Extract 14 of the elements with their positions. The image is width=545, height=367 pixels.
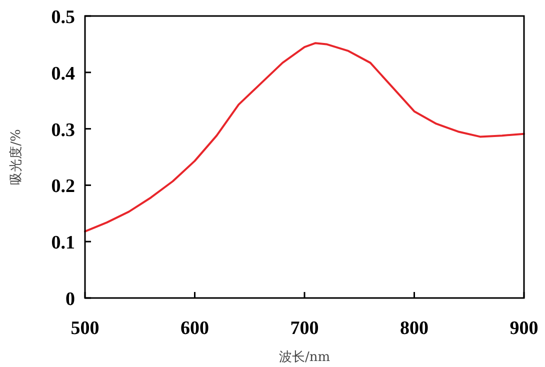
x-tick-label: 900 [510, 318, 538, 339]
line-series [84, 42, 525, 232]
y-axis-title: 吸光度/% [8, 129, 24, 185]
y-tick-label: 0.4 [51, 63, 76, 84]
x-axis-title: 波长/nm [278, 350, 330, 365]
x-tick-label: 500 [70, 318, 100, 339]
y-tick-label: 0 [66, 289, 75, 310]
x-tick-label: 700 [290, 318, 319, 339]
y-tick-label: 0.1 [51, 232, 75, 254]
x-tick-label: 800 [400, 318, 428, 339]
y-tick-label: 0.5 [51, 7, 75, 28]
y-tick-label: 0.2 [51, 176, 75, 198]
x-tick-label: 600 [180, 318, 209, 339]
y-tick-label: 0.3 [51, 120, 75, 141]
